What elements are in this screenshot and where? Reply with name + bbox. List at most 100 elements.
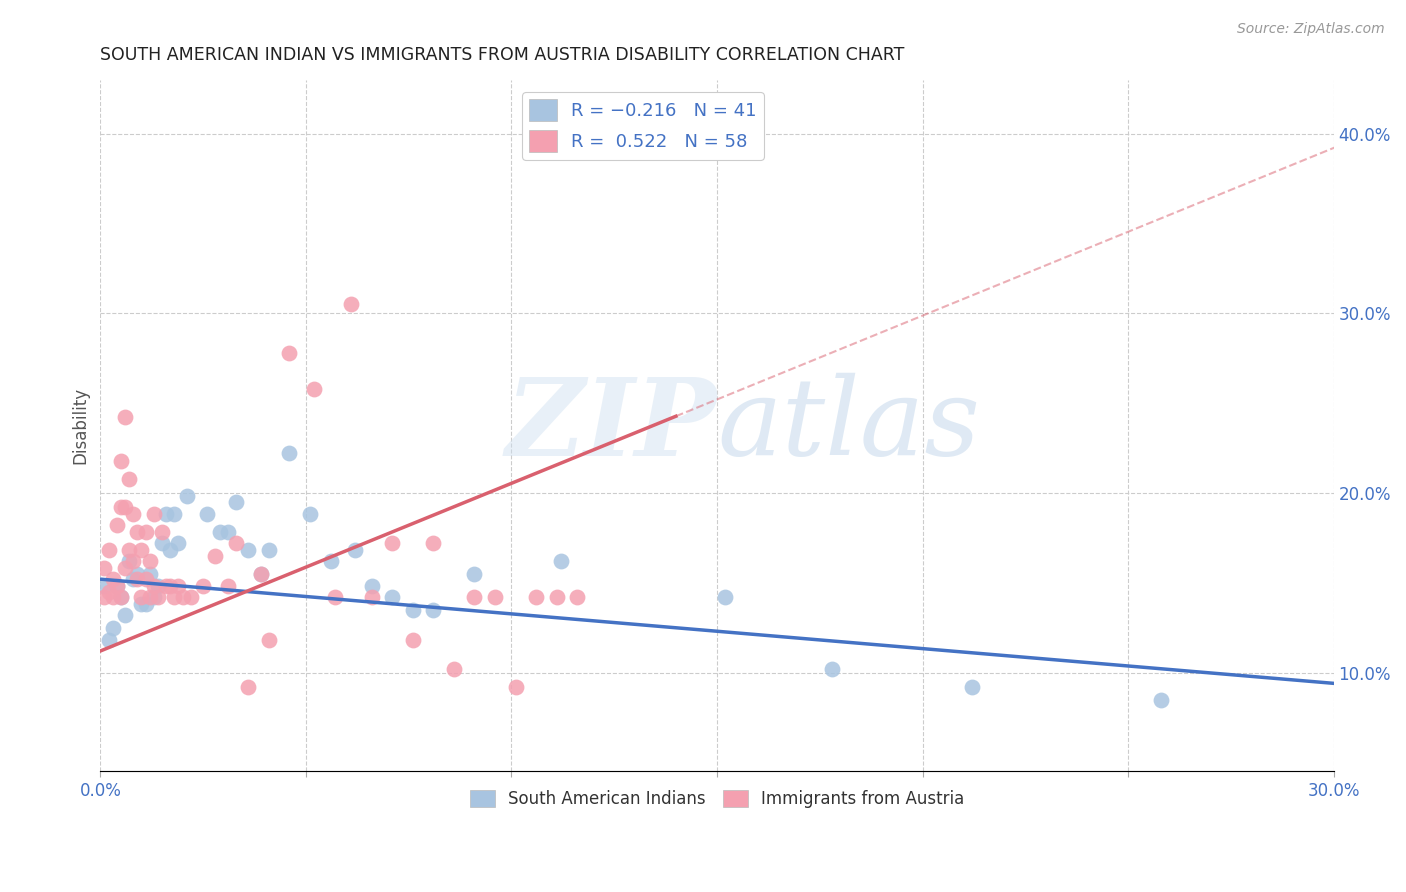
- Point: [114, 500, 136, 515]
- Point: [110, 590, 132, 604]
- Point: [821, 662, 844, 676]
- Text: Source: ZipAtlas.com: Source: ZipAtlas.com: [1237, 22, 1385, 37]
- Point: [159, 579, 181, 593]
- Point: [122, 572, 145, 586]
- Point: [97, 584, 120, 599]
- Point: [105, 579, 128, 593]
- Point: [714, 590, 737, 604]
- Point: [146, 590, 169, 604]
- Point: [278, 446, 301, 460]
- Point: [217, 525, 239, 540]
- Point: [93, 590, 115, 604]
- Point: [238, 543, 260, 558]
- Point: [101, 572, 124, 586]
- Point: [110, 500, 132, 515]
- Point: [204, 549, 226, 563]
- Point: [360, 579, 382, 593]
- Point: [127, 572, 149, 586]
- Point: [93, 579, 115, 593]
- Point: [93, 561, 115, 575]
- Point: [142, 590, 165, 604]
- Point: [546, 590, 568, 604]
- Point: [360, 590, 382, 604]
- Text: SOUTH AMERICAN INDIAN VS IMMIGRANTS FROM AUSTRIA DISABILITY CORRELATION CHART: SOUTH AMERICAN INDIAN VS IMMIGRANTS FROM…: [100, 46, 904, 64]
- Point: [118, 471, 141, 485]
- Point: [150, 525, 173, 540]
- Point: [344, 543, 367, 558]
- Text: atlas: atlas: [717, 373, 980, 478]
- Point: [135, 597, 157, 611]
- Point: [101, 621, 124, 635]
- Point: [238, 680, 260, 694]
- Point: [249, 566, 271, 581]
- Legend: South American Indians, Immigrants from Austria: South American Indians, Immigrants from …: [463, 783, 970, 815]
- Point: [191, 579, 214, 593]
- Point: [225, 495, 247, 509]
- Point: [131, 543, 153, 558]
- Point: [163, 508, 186, 522]
- Point: [1150, 692, 1173, 706]
- Point: [225, 536, 247, 550]
- Point: [960, 680, 983, 694]
- Point: [155, 508, 177, 522]
- Point: [463, 590, 485, 604]
- Point: [114, 561, 136, 575]
- Point: [381, 536, 404, 550]
- Point: [163, 590, 186, 604]
- Point: [422, 536, 444, 550]
- Text: ZIP: ZIP: [506, 373, 717, 478]
- Point: [302, 382, 325, 396]
- Point: [381, 590, 404, 604]
- Point: [138, 554, 160, 568]
- Point: [122, 554, 145, 568]
- Point: [249, 566, 271, 581]
- Point: [146, 579, 169, 593]
- Point: [180, 590, 202, 604]
- Point: [550, 554, 572, 568]
- Point: [150, 536, 173, 550]
- Point: [142, 579, 165, 593]
- Point: [105, 579, 128, 593]
- Point: [402, 633, 425, 648]
- Point: [319, 554, 342, 568]
- Point: [138, 590, 160, 604]
- Point: [278, 345, 301, 359]
- Point: [208, 525, 231, 540]
- Point: [217, 579, 239, 593]
- Point: [131, 597, 153, 611]
- Point: [138, 566, 160, 581]
- Point: [176, 490, 198, 504]
- Point: [135, 525, 157, 540]
- Point: [110, 590, 132, 604]
- Point: [484, 590, 506, 604]
- Point: [105, 518, 128, 533]
- Point: [101, 590, 124, 604]
- Point: [97, 543, 120, 558]
- Point: [127, 525, 149, 540]
- Point: [323, 590, 346, 604]
- Point: [155, 579, 177, 593]
- Y-axis label: Disability: Disability: [72, 387, 89, 464]
- Point: [257, 543, 280, 558]
- Point: [122, 508, 145, 522]
- Point: [127, 566, 149, 581]
- Point: [172, 590, 194, 604]
- Point: [110, 453, 132, 467]
- Point: [567, 590, 589, 604]
- Point: [340, 297, 363, 311]
- Point: [118, 554, 141, 568]
- Point: [443, 662, 465, 676]
- Point: [463, 566, 485, 581]
- Point: [97, 633, 120, 648]
- Point: [298, 508, 321, 522]
- Point: [257, 633, 280, 648]
- Point: [131, 590, 153, 604]
- Point: [114, 608, 136, 623]
- Point: [118, 543, 141, 558]
- Point: [114, 410, 136, 425]
- Point: [422, 602, 444, 616]
- Point: [159, 543, 181, 558]
- Point: [167, 536, 190, 550]
- Point: [135, 572, 157, 586]
- Point: [524, 590, 547, 604]
